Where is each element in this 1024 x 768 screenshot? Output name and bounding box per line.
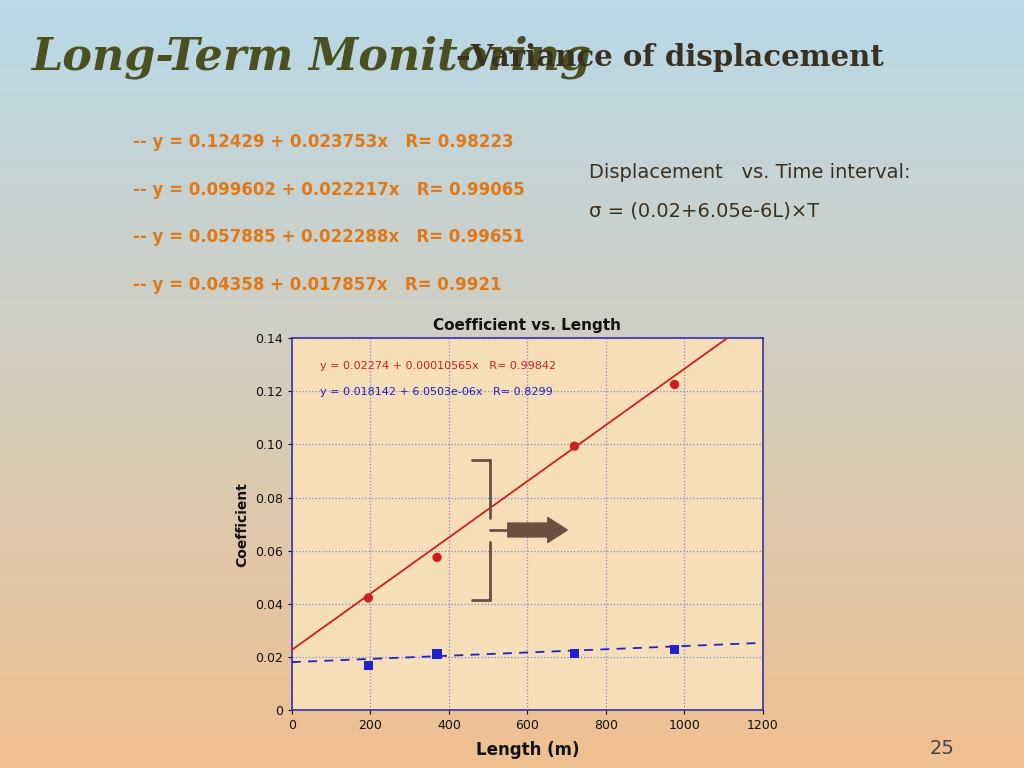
Point — [360, 592, 377, 604]
Y-axis label: Coefficient: Coefficient — [236, 482, 249, 567]
Point — [429, 648, 445, 660]
Point — [667, 379, 683, 391]
Point — [360, 660, 377, 672]
Point — [667, 644, 683, 656]
Point — [566, 440, 583, 452]
X-axis label: Length (m): Length (m) — [475, 741, 580, 759]
Text: -- y = 0.099602 + 0.022217x   R= 0.99065: -- y = 0.099602 + 0.022217x R= 0.99065 — [133, 180, 525, 199]
Title: Coefficient vs. Length: Coefficient vs. Length — [433, 318, 622, 333]
Text: –Variance of displacement: –Variance of displacement — [456, 43, 884, 72]
Text: y = 0.018142 + 6.0503e-06x   R= 0.8299: y = 0.018142 + 6.0503e-06x R= 0.8299 — [321, 387, 553, 397]
Text: y = 0.02274 + 0.00010565x   R= 0.99842: y = 0.02274 + 0.00010565x R= 0.99842 — [321, 361, 556, 371]
FancyArrowPatch shape — [508, 518, 567, 542]
Text: -- y = 0.12429 + 0.023753x   R= 0.98223: -- y = 0.12429 + 0.023753x R= 0.98223 — [133, 133, 514, 151]
Text: σ = (0.02+6.05e-6L)×T: σ = (0.02+6.05e-6L)×T — [589, 202, 819, 220]
Text: -- y = 0.04358 + 0.017857x   R= 0.9921: -- y = 0.04358 + 0.017857x R= 0.9921 — [133, 276, 502, 294]
Point — [429, 551, 445, 564]
Text: Long-Term Monitoring: Long-Term Monitoring — [31, 36, 591, 79]
Point — [566, 647, 583, 660]
Text: -- y = 0.057885 + 0.022288x   R= 0.99651: -- y = 0.057885 + 0.022288x R= 0.99651 — [133, 228, 524, 247]
Text: 25: 25 — [930, 740, 954, 758]
Text: Displacement   vs. Time interval:: Displacement vs. Time interval: — [589, 164, 910, 182]
